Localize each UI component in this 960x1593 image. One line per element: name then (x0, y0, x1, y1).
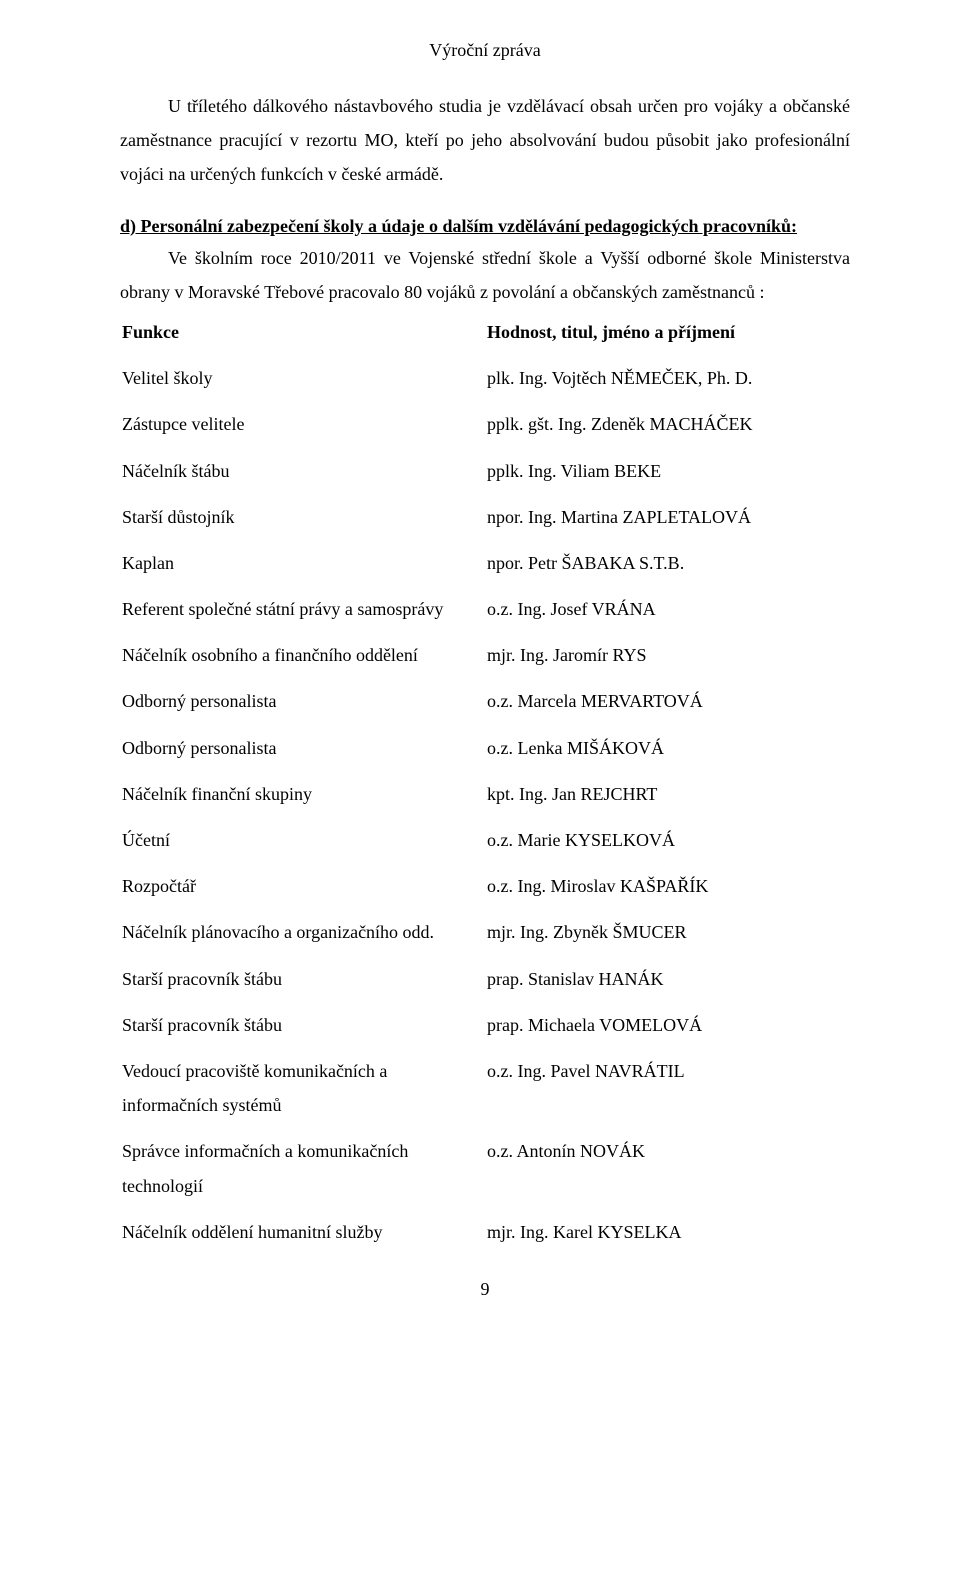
table-cell-jmeno: mjr. Ing. Karel KYSELKA (485, 1209, 850, 1255)
table-row: Rozpočtářo.z. Ing. Miroslav KAŠPAŘÍK (120, 863, 850, 909)
table-cell-jmeno: npor. Petr ŠABAKA S.T.B. (485, 540, 850, 586)
paragraph-intro: U tříletého dálkového nástavbového studi… (120, 89, 850, 192)
section-d-heading: d) Personální zabezpečení školy a údaje … (120, 216, 850, 237)
page: Výroční zpráva U tříletého dálkového nás… (0, 0, 960, 1340)
table-cell-funkce: Vedoucí pracoviště komunikačních a infor… (120, 1048, 485, 1128)
table-cell-jmeno: pplk. Ing. Viliam BEKE (485, 448, 850, 494)
table-header-funkce: Funkce (120, 309, 485, 355)
table-row: Vedoucí pracoviště komunikačních a infor… (120, 1048, 850, 1128)
section-d: d) Personální zabezpečení školy a údaje … (120, 216, 850, 309)
table-cell-jmeno: o.z. Ing. Pavel NAVRÁTIL (485, 1048, 850, 1128)
table-cell-funkce: Účetní (120, 817, 485, 863)
table-cell-jmeno: o.z. Lenka MIŠÁKOVÁ (485, 725, 850, 771)
table-cell-funkce: Náčelník plánovacího a organizačního odd… (120, 909, 485, 955)
table-cell-funkce: Starší pracovník štábu (120, 956, 485, 1002)
table-cell-funkce: Správce informačních a komunikačních tec… (120, 1128, 485, 1208)
staff-table: FunkceHodnost, titul, jméno a příjmeníVe… (120, 309, 850, 1255)
table-row: Starší pracovník štábuprap. Michaela VOM… (120, 1002, 850, 1048)
table-cell-jmeno: o.z. Ing. Josef VRÁNA (485, 586, 850, 632)
table-cell-jmeno: prap. Michaela VOMELOVÁ (485, 1002, 850, 1048)
section-d-intro: Ve školním roce 2010/2011 ve Vojenské st… (120, 241, 850, 309)
table-cell-jmeno: plk. Ing. Vojtěch NĚMEČEK, Ph. D. (485, 355, 850, 401)
table-cell-funkce: Starší pracovník štábu (120, 1002, 485, 1048)
table-cell-funkce: Náčelník štábu (120, 448, 485, 494)
table-row: Účetnío.z. Marie KYSELKOVÁ (120, 817, 850, 863)
table-cell-jmeno: mjr. Ing. Jaromír RYS (485, 632, 850, 678)
table-cell-funkce: Velitel školy (120, 355, 485, 401)
table-cell-jmeno: kpt. Ing. Jan REJCHRT (485, 771, 850, 817)
table-cell-funkce: Starší důstojník (120, 494, 485, 540)
table-row: Odborný personalistao.z. Lenka MIŠÁKOVÁ (120, 725, 850, 771)
table-cell-funkce: Náčelník finanční skupiny (120, 771, 485, 817)
table-cell-funkce: Rozpočtář (120, 863, 485, 909)
table-row: Náčelník štábupplk. Ing. Viliam BEKE (120, 448, 850, 494)
page-number: 9 (120, 1279, 850, 1300)
table-row: Správce informačních a komunikačních tec… (120, 1128, 850, 1208)
table-cell-jmeno: o.z. Antonín NOVÁK (485, 1128, 850, 1208)
table-cell-funkce: Odborný personalista (120, 678, 485, 724)
table-cell-funkce: Referent společné státní právy a samospr… (120, 586, 485, 632)
table-cell-jmeno: npor. Ing. Martina ZAPLETALOVÁ (485, 494, 850, 540)
table-row: Starší důstojníknpor. Ing. Martina ZAPLE… (120, 494, 850, 540)
table-row: Starší pracovník štábuprap. Stanislav HA… (120, 956, 850, 1002)
table-cell-jmeno: mjr. Ing. Zbyněk ŠMUCER (485, 909, 850, 955)
table-cell-funkce: Zástupce velitele (120, 401, 485, 447)
table-cell-funkce: Kaplan (120, 540, 485, 586)
table-row: Odborný personalistao.z. Marcela MERVART… (120, 678, 850, 724)
table-row: Náčelník plánovacího a organizačního odd… (120, 909, 850, 955)
table-row: Referent společné státní právy a samospr… (120, 586, 850, 632)
table-row: Velitel školyplk. Ing. Vojtěch NĚMEČEK, … (120, 355, 850, 401)
table-row: Kaplannpor. Petr ŠABAKA S.T.B. (120, 540, 850, 586)
table-header-jmeno: Hodnost, titul, jméno a příjmení (485, 309, 850, 355)
table-row: Náčelník finanční skupinykpt. Ing. Jan R… (120, 771, 850, 817)
table-header-row: FunkceHodnost, titul, jméno a příjmení (120, 309, 850, 355)
table-cell-jmeno: pplk. gšt. Ing. Zdeněk MACHÁČEK (485, 401, 850, 447)
table-cell-funkce: Náčelník osobního a finančního oddělení (120, 632, 485, 678)
table-row: Zástupce velitelepplk. gšt. Ing. Zdeněk … (120, 401, 850, 447)
table-cell-jmeno: o.z. Marie KYSELKOVÁ (485, 817, 850, 863)
document-title: Výroční zpráva (120, 40, 850, 61)
table-cell-funkce: Náčelník oddělení humanitní služby (120, 1209, 485, 1255)
table-cell-jmeno: prap. Stanislav HANÁK (485, 956, 850, 1002)
table-cell-funkce: Odborný personalista (120, 725, 485, 771)
table-row: Náčelník oddělení humanitní službymjr. I… (120, 1209, 850, 1255)
table-row: Náčelník osobního a finančního oddělením… (120, 632, 850, 678)
table-cell-jmeno: o.z. Marcela MERVARTOVÁ (485, 678, 850, 724)
table-cell-jmeno: o.z. Ing. Miroslav KAŠPAŘÍK (485, 863, 850, 909)
